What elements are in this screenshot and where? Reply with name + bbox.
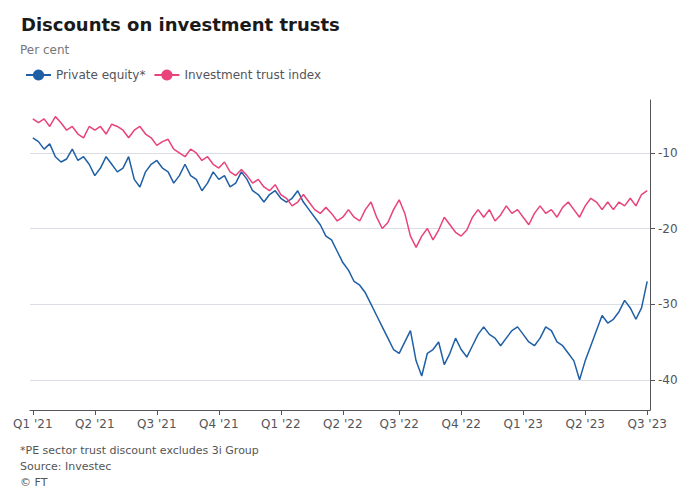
svg-text:Discounts on investment trusts: Discounts on investment trusts	[21, 14, 340, 35]
svg-text:Q3 '22: Q3 '22	[379, 417, 418, 431]
svg-text:Investment trust index: Investment trust index	[184, 68, 321, 82]
svg-text:-20: -20	[658, 222, 678, 236]
svg-text:Q1 '22: Q1 '22	[261, 417, 300, 431]
svg-text:Q1 '21: Q1 '21	[13, 417, 52, 431]
svg-text:Q1 '23: Q1 '23	[503, 417, 542, 431]
svg-text:Q2 '22: Q2 '22	[323, 417, 362, 431]
svg-text:-10: -10	[658, 146, 678, 160]
svg-text:Q2 '21: Q2 '21	[75, 417, 114, 431]
svg-text:Q3 '23: Q3 '23	[627, 417, 666, 431]
svg-text:Q3 '21: Q3 '21	[137, 417, 176, 431]
svg-text:-30: -30	[658, 297, 678, 311]
svg-text:*PE sector trust discount excl: *PE sector trust discount excludes 3i Gr…	[20, 444, 259, 457]
svg-text:Q2 '23: Q2 '23	[565, 417, 604, 431]
svg-text:Per cent: Per cent	[20, 43, 70, 57]
svg-text:Q4 '22: Q4 '22	[441, 417, 480, 431]
svg-text:Q4 '21: Q4 '21	[199, 417, 238, 431]
svg-text:© FT: © FT	[20, 476, 48, 489]
svg-text:Private equity*: Private equity*	[56, 68, 145, 82]
svg-text:-40: -40	[658, 373, 678, 387]
svg-text:Source: Investec: Source: Investec	[20, 460, 111, 473]
